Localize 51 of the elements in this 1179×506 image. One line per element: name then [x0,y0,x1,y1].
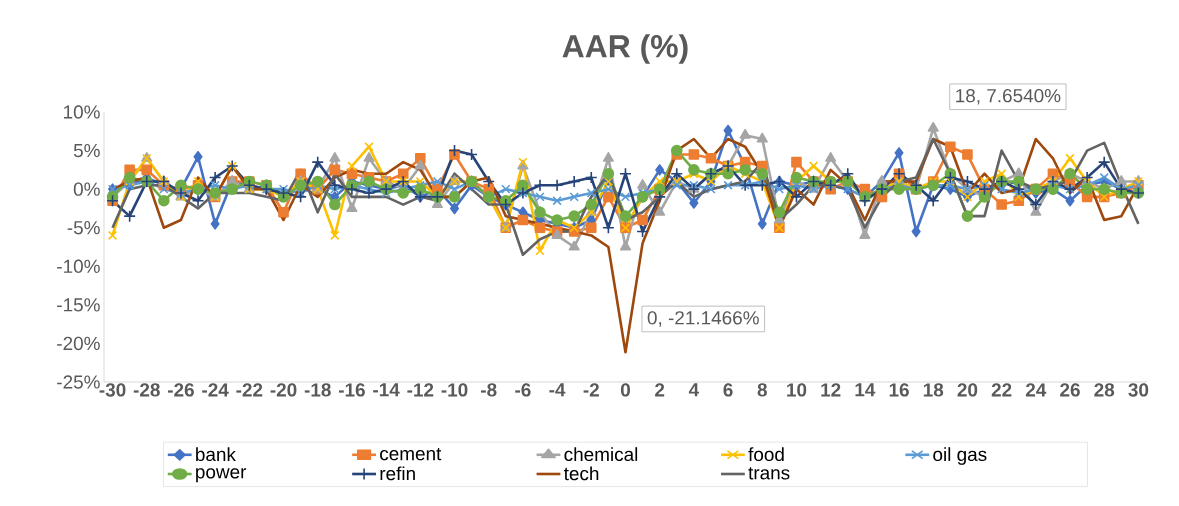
x-tick-label: -10 [441,383,468,397]
legend-label: trans [748,467,790,480]
x-tick-label: 8 [757,383,767,397]
x-tick-label: -16 [338,383,365,397]
y-tick-label: 0% [73,182,100,196]
legend-label: food [748,447,784,462]
x-tick-label: 6 [723,383,733,397]
x-tick-label: 12 [821,383,841,397]
y-tick-label: -25% [57,375,100,389]
y-tick-label: -15% [57,298,100,312]
y-tick-label: 5% [73,143,100,158]
x-tick-label: 16 [889,383,909,397]
legend-label: chemical [564,447,638,462]
x-tick-label: -6 [515,383,531,397]
x-tick-label: -12 [407,383,434,397]
x-tick-label: 26 [1060,383,1080,397]
x-tick-label: 30 [1128,383,1149,397]
x-tick-label: 22 [991,383,1012,397]
x-tick-label: -20 [270,383,297,397]
annotation: 0, -21.1466% [647,311,759,327]
legend-label: cement [380,447,442,461]
x-tick-label: 0 [620,383,630,397]
x-tick-label: -14 [373,383,400,397]
x-tick-label: -26 [168,383,194,397]
x-tick-label: 20 [957,383,978,397]
y-tick-label: -5% [67,221,100,235]
x-tick-label: -4 [549,383,566,397]
chart-title: AAR (%) [562,34,688,64]
x-tick-label: -22 [236,383,263,397]
x-tick-label: -30 [99,383,126,397]
x-tick-label: 18 [923,383,944,397]
legend-label: power [196,468,247,483]
y-tick-label: -20% [57,336,100,351]
x-tick-label: -18 [304,383,331,397]
x-tick-label: -8 [481,383,497,397]
x-tick-label: 28 [1094,383,1115,397]
x-tick-label: -28 [133,383,160,397]
legend-label: bank [196,447,236,462]
legend-label: refin [380,466,415,481]
annotation: 18, 7.6540% [956,88,1061,105]
legend-label: tech [563,466,599,481]
x-tick-label: 10 [787,383,807,397]
y-tick-label: -10% [57,259,100,273]
x-tick-label: -24 [202,383,229,397]
x-tick-label: 2 [655,383,665,397]
legend-label: oil gas [933,447,987,465]
x-tick-label: 14 [855,383,876,397]
y-tick-label: 10% [64,105,100,119]
x-tick-label: 24 [1025,383,1047,397]
x-tick-label: -2 [583,383,599,397]
x-tick-label: 4 [688,383,700,397]
